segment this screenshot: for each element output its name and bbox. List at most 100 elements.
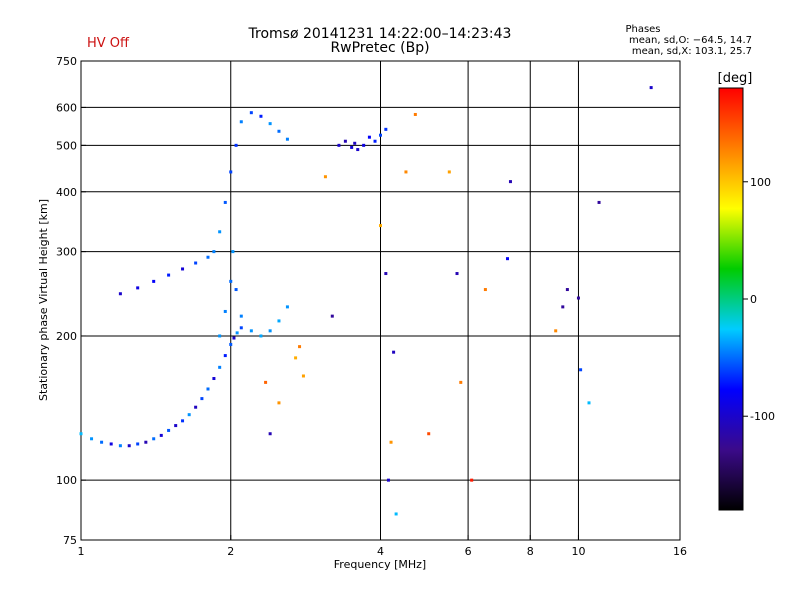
y-axis-label: Stationary phase Virtual Height [km]: [37, 199, 50, 401]
x-tick-label: 1: [78, 545, 85, 558]
data-point: [362, 143, 366, 147]
x-axis-label: Frequency [MHz]: [334, 558, 426, 571]
x-tick-label: 6: [465, 545, 472, 558]
data-point: [144, 440, 148, 444]
y-tick-label: 100: [56, 474, 77, 487]
data-point: [229, 342, 233, 346]
data-point: [249, 329, 253, 333]
data-point: [579, 368, 583, 372]
phases-title: Phases: [625, 24, 661, 35]
data-point: [136, 286, 140, 290]
data-point: [508, 180, 512, 184]
data-point: [79, 432, 83, 436]
y-tick-label: 400: [56, 186, 77, 199]
data-point: [212, 250, 216, 254]
y-tick-label: 750: [56, 55, 77, 68]
data-point: [356, 148, 360, 152]
data-point: [301, 374, 305, 378]
data-point: [231, 250, 235, 254]
x-tick-label: 4: [377, 545, 384, 558]
data-point: [483, 288, 487, 292]
chart-subtitle: RwPretec (Bp): [330, 40, 430, 56]
data-point: [90, 437, 94, 441]
y-tick-label: 200: [56, 330, 77, 343]
data-point: [427, 432, 431, 436]
colorbar-tick-label: 0: [750, 293, 757, 306]
data-point: [118, 444, 122, 448]
y-tick-label: 500: [56, 139, 77, 152]
data-point: [455, 272, 459, 276]
data-point: [234, 143, 238, 147]
data-point: [229, 170, 233, 174]
data-points: [79, 86, 653, 516]
data-point: [218, 334, 222, 338]
data-point: [206, 255, 210, 259]
data-point: [277, 129, 281, 133]
x-tick-label: 8: [527, 545, 534, 558]
data-point: [459, 380, 463, 384]
data-point: [264, 380, 268, 384]
data-point: [413, 112, 417, 116]
data-point: [597, 200, 601, 204]
colorbar-tick-label: -100: [750, 410, 775, 423]
data-point: [235, 331, 239, 335]
data-point: [194, 405, 198, 409]
data-point: [277, 401, 281, 405]
phase-colorbar: [719, 88, 743, 510]
data-point: [576, 296, 580, 300]
data-point: [392, 350, 396, 354]
data-point: [404, 170, 408, 174]
data-point: [384, 127, 388, 131]
data-point: [298, 345, 302, 349]
data-point: [223, 309, 227, 313]
data-point: [350, 145, 354, 149]
data-point: [187, 413, 191, 417]
data-point: [206, 387, 210, 391]
data-point: [587, 401, 591, 405]
grid-lines: [81, 61, 680, 540]
data-point: [294, 356, 298, 360]
x-tick-label: 16: [673, 545, 687, 558]
data-point: [218, 365, 222, 369]
data-point: [470, 478, 474, 482]
data-point: [394, 512, 398, 516]
data-point: [505, 257, 509, 261]
y-tick-label: 600: [56, 101, 77, 114]
data-point: [268, 329, 272, 333]
hv-status-label: HV Off: [87, 36, 129, 51]
data-point: [167, 273, 171, 277]
colorbar-tick-label: 100: [750, 176, 771, 189]
data-point: [447, 170, 451, 174]
axis-ticks: 1 2 4 6 8 10 16 75 100 200 300 400 500 600 750: [56, 55, 687, 558]
data-point: [386, 478, 390, 482]
data-point: [343, 139, 347, 143]
data-point: [239, 120, 243, 124]
data-point: [159, 433, 163, 437]
data-point: [561, 305, 565, 309]
data-point: [212, 377, 216, 381]
data-point: [323, 175, 327, 179]
data-point: [167, 428, 171, 432]
data-point: [229, 279, 233, 283]
data-point: [100, 440, 104, 444]
data-point: [353, 141, 357, 145]
data-point: [223, 200, 227, 204]
data-point: [127, 444, 131, 448]
colorbar-ticks: 100 0 -100: [743, 176, 775, 423]
data-point: [285, 305, 289, 309]
data-point: [234, 288, 238, 292]
data-point: [337, 143, 341, 147]
phase-stat-o: mean, sd,O: −64.5, 14.7: [629, 35, 752, 46]
data-point: [232, 336, 236, 340]
data-point: [109, 442, 113, 446]
data-point: [285, 137, 289, 141]
colorbar-label: [deg]: [718, 71, 753, 86]
data-point: [152, 437, 156, 441]
data-point: [200, 397, 204, 401]
data-point: [118, 292, 122, 296]
data-point: [268, 122, 272, 126]
y-tick-label: 300: [56, 246, 77, 259]
x-tick-label: 2: [227, 545, 234, 558]
data-point: [259, 334, 263, 338]
